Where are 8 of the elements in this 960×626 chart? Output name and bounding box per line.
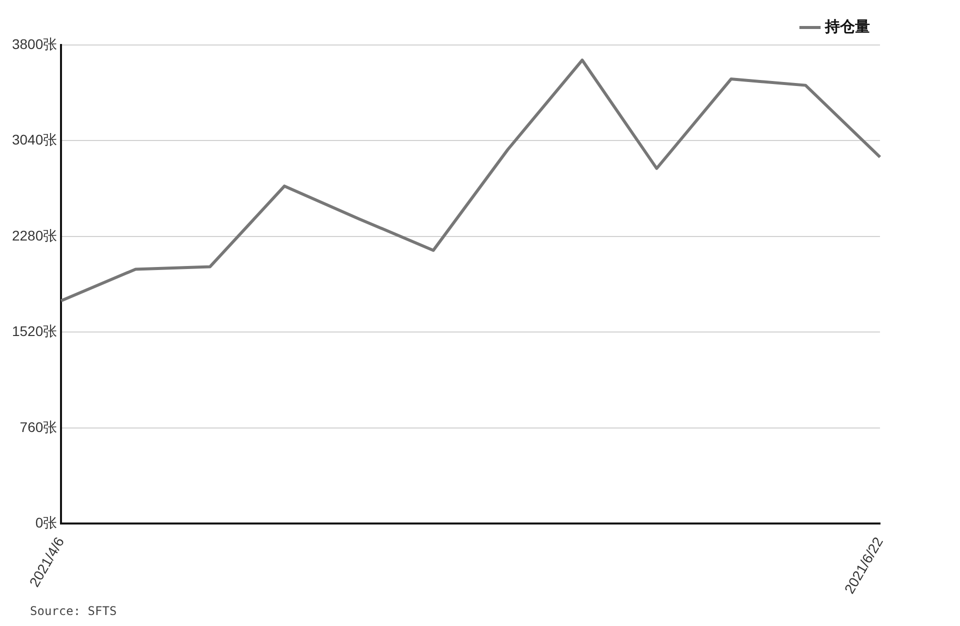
y-tick-label: 3800张 bbox=[12, 36, 58, 52]
y-tick-label: 1520张 bbox=[12, 323, 58, 340]
y-tick-label: 2280张 bbox=[12, 227, 58, 244]
legend-label: 持仓量 bbox=[824, 17, 870, 36]
y-tick-label: 0张 bbox=[35, 514, 58, 531]
y-tick-label: 760张 bbox=[20, 418, 58, 435]
y-tick-label: 3040张 bbox=[12, 132, 58, 148]
source-note: Source: SFTS bbox=[30, 604, 117, 618]
